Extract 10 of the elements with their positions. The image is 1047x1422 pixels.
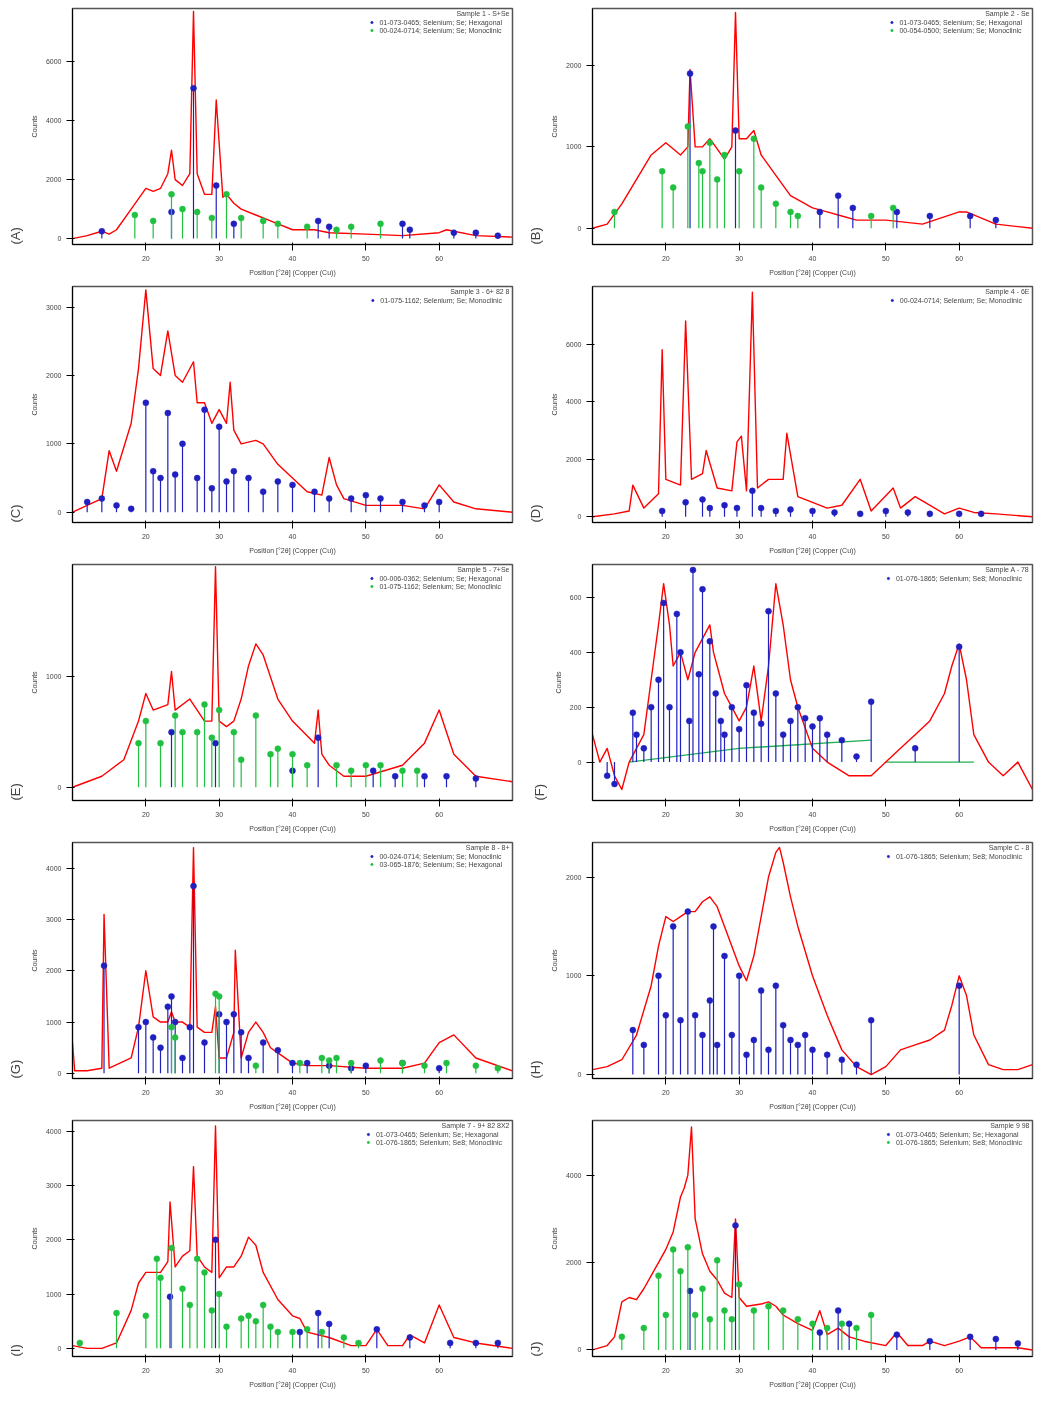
text: (B) [527,227,543,245]
text: (C) [7,504,23,523]
text: (G) [7,1059,23,1079]
text: (J) [527,1341,543,1357]
text: (H) [527,1060,543,1079]
text: (F) [531,783,547,801]
text: (A) [7,227,23,245]
text: (D) [527,504,543,523]
text: (I) [7,1344,23,1357]
text: (E) [7,783,23,801]
